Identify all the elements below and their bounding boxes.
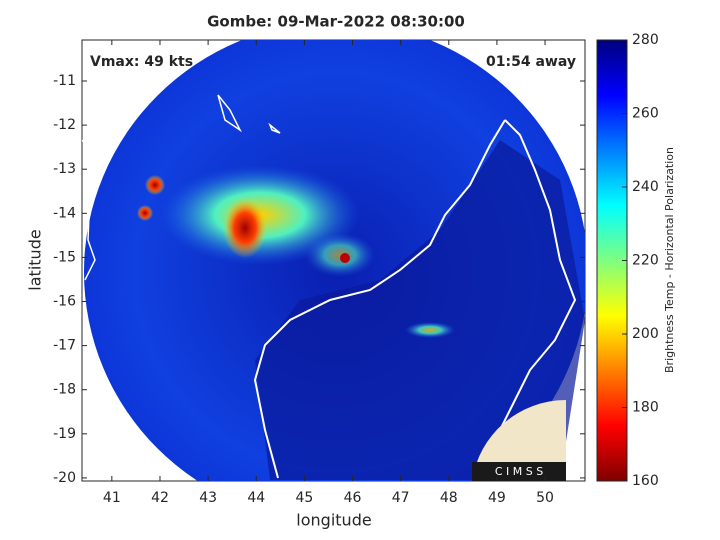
colorbar-label: Brightness Temp - Horizontal Polarizatio…	[663, 147, 676, 373]
y-tick-label: -12	[53, 117, 76, 133]
y-tick-label: -14	[53, 205, 76, 221]
logo: C I M S S	[472, 400, 566, 481]
x-tick-label: 50	[536, 490, 554, 506]
x-tick-label: 42	[151, 490, 169, 506]
x-tick-label: 48	[440, 490, 458, 506]
y-tick-label: -17	[53, 338, 76, 354]
colorbar-tick-label: 220	[632, 253, 659, 269]
logo-text: C I M S S	[495, 465, 543, 478]
colorbar-tick-label: 280	[632, 32, 659, 48]
x-tick-label: 43	[199, 490, 217, 506]
x-tick-label: 47	[392, 490, 410, 506]
annotation: 01:54 away	[486, 54, 576, 70]
x-axis-label: longitude	[296, 511, 371, 530]
y-tick-label: -13	[53, 161, 76, 177]
annotation: Vmax: 49 kts	[90, 54, 193, 70]
y-axis-label: latitude	[26, 229, 45, 290]
y-tick-label: -18	[53, 382, 76, 398]
satellite-image	[82, 40, 585, 481]
x-tick-label: 41	[103, 490, 121, 506]
colorbar-tick-label: 240	[632, 179, 659, 195]
x-tick-label: 46	[344, 490, 362, 506]
chart-title: Gombe: 09-Mar-2022 08:30:00	[207, 13, 465, 31]
y-tick-label: -20	[53, 470, 76, 486]
colorbar-tick-label: 160	[632, 473, 659, 489]
x-tick-label: 44	[247, 490, 265, 506]
colorbar-tick-label: 260	[632, 106, 659, 122]
x-tick-label: 45	[295, 490, 313, 506]
y-tick-label: -19	[53, 426, 76, 442]
colorbar-tick-label: 200	[632, 326, 659, 342]
y-tick-label: -15	[53, 249, 76, 265]
x-tick-label: 49	[488, 490, 506, 506]
y-tick-label: -16	[53, 294, 76, 310]
y-tick-label: -11	[53, 73, 76, 89]
colorbar-tick-label: 180	[632, 400, 659, 416]
